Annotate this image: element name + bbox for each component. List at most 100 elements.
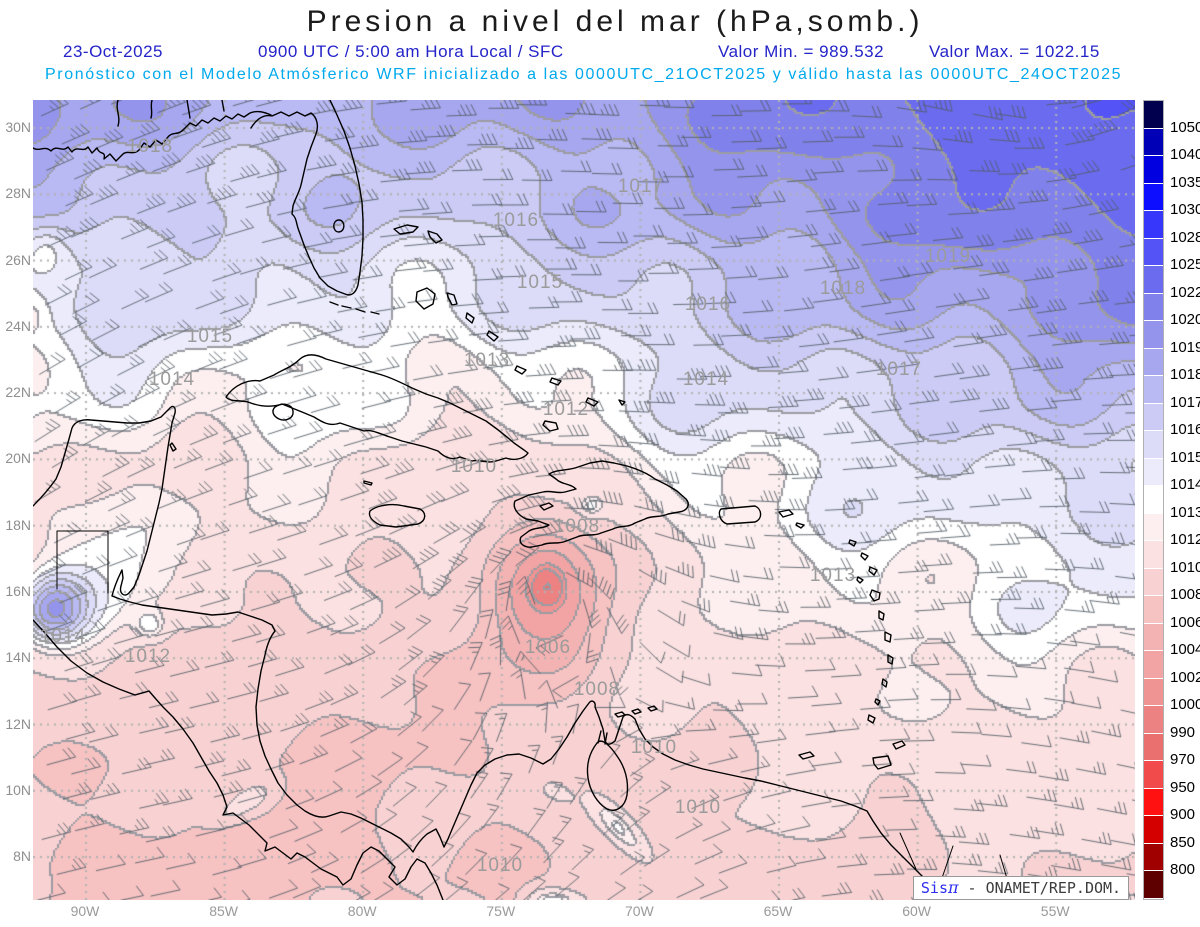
lat-axis-label: 18N [5, 516, 31, 533]
lat-axis-label: 8N [13, 848, 31, 865]
lon-axis-label: 65W [763, 903, 793, 919]
contour-label: 1014 [682, 369, 730, 390]
colorbar-label: 900 [1170, 806, 1196, 823]
contour-label: 1008 [573, 679, 621, 700]
colorbar-label: 1050 [1170, 118, 1200, 136]
contour-label: 1017 [617, 176, 665, 197]
colorbar-label: 1016 [1170, 421, 1200, 438]
contour-label: 1010 [476, 855, 524, 876]
colorbar-cell [1144, 761, 1163, 789]
colorbar-cell [1144, 321, 1163, 349]
credit-rest: - ONAMET/REP.DOM. [958, 879, 1122, 897]
contour-label: 1012 [542, 399, 590, 420]
lat-axis-label: 28N [5, 185, 31, 202]
colorbar-label: 1025 [1170, 256, 1200, 273]
colorbar-label: 1040 [1170, 146, 1200, 163]
lon-axis-label: 75W [486, 903, 516, 919]
lon-axis-label: 85W [209, 903, 238, 919]
contour-label: 1017 [875, 359, 923, 380]
colorbar-cell [1144, 431, 1163, 459]
colorbar-cell [1144, 788, 1163, 816]
lon-axis-label: 70W [624, 903, 654, 919]
colorbar-cell [1144, 568, 1163, 596]
contour-label: 1019 [924, 246, 972, 267]
colorbar-label: 1010 [1170, 558, 1200, 576]
header-time: 0900 UTC / 5:00 am Hora Local / SFC [258, 42, 564, 61]
colorbar-label: 970 [1170, 751, 1196, 768]
contour-label: 1012 [124, 646, 172, 667]
colorbar-label: 1004 [1170, 641, 1200, 658]
colorbar-cell [1144, 706, 1163, 734]
credit-sis: Sis [920, 879, 948, 897]
colorbar-cell [1144, 376, 1163, 404]
colorbar-cell [1144, 458, 1163, 486]
contour-label: 1018 [126, 136, 174, 157]
page-title: Presion a nivel del mar (hPa,somb.) [306, 5, 924, 38]
contour-label: 1010 [674, 797, 722, 818]
lon-axis-label: 80W [347, 903, 377, 919]
colorbar-label: 950 [1170, 778, 1196, 796]
colorbar-cell [1144, 513, 1163, 541]
contour-label: 1014 [39, 626, 87, 647]
lon-axis-label: 55W [1040, 903, 1070, 919]
colorbar-cell [1144, 293, 1163, 321]
colorbar-cell [1144, 403, 1163, 431]
colorbar-label: 1008 [1170, 586, 1200, 603]
colorbar-cell [1144, 733, 1163, 761]
colorbar-label: 1019 [1170, 338, 1200, 356]
colorbar-cell [1144, 266, 1163, 294]
colorbar-cell [1144, 183, 1163, 211]
colorbar-label: 800 [1170, 861, 1196, 878]
lat-axis-label: 12N [5, 715, 31, 732]
lat-axis-label: 26N [5, 251, 31, 268]
lat-axis-label: 20N [5, 450, 31, 467]
colorbar-label: 1035 [1170, 173, 1200, 191]
colorbar-label: 1030 [1170, 201, 1200, 218]
colorbar-label: 1022 [1170, 283, 1200, 301]
header-valor-min: Valor Min. = 989.532 [718, 42, 885, 61]
lat-axis-label: 30N [5, 119, 31, 135]
credit-pi: π [948, 878, 959, 897]
colorbar-label: 1002 [1170, 668, 1200, 686]
contour-label: 1013 [463, 350, 511, 371]
colorbar-cell [1144, 871, 1163, 899]
lat-axis-label: 14N [5, 649, 31, 666]
colorbar-cell [1144, 816, 1163, 844]
colorbar-cell [1144, 348, 1163, 376]
colorbar-label: 1028 [1170, 228, 1200, 246]
colorbar-label: 1013 [1170, 503, 1200, 521]
colorbar-cell [1144, 238, 1163, 266]
contour-label: 1015 [186, 326, 234, 347]
pressure-field-canvas [33, 100, 1135, 900]
colorbar-label: 1020 [1170, 311, 1200, 328]
lon-axis-label: 90W [70, 903, 100, 919]
colorbar-label: 1014 [1170, 476, 1200, 493]
contour-label: 1016 [684, 294, 732, 315]
colorbar-cell [1144, 843, 1163, 871]
colorbar-cell [1144, 623, 1163, 651]
colorbar-cell [1144, 651, 1163, 679]
contour-label: 1006 [524, 637, 572, 658]
colorbar-label: 1006 [1170, 613, 1200, 631]
colorbar-label: 1012 [1170, 531, 1200, 548]
colorbar-cell [1144, 678, 1163, 706]
credit-box: Sisπ - ONAMET/REP.DOM. [913, 876, 1129, 900]
lon-axis-label: 60W [902, 903, 931, 919]
colorbar-label: 990 [1170, 723, 1196, 741]
colorbar-cell [1144, 156, 1163, 184]
colorbar-cell [1144, 211, 1163, 239]
header-forecast-line: Pronóstico con el Modelo Atmósferico WRF… [45, 66, 1123, 83]
contour-label: 1010 [450, 456, 498, 477]
contour-label: 1008 [553, 516, 601, 537]
colorbar-cell [1144, 596, 1163, 624]
header-date: 23-Oct-2025 [63, 42, 163, 61]
colorbar-label: 1000 [1170, 696, 1200, 713]
header-valor-max: Valor Max. = 1022.15 [929, 42, 1100, 61]
colorbar-label: 1018 [1170, 366, 1200, 383]
lat-axis-label: 22N [5, 384, 31, 401]
lat-axis-label: 24N [5, 317, 31, 334]
contour-label: 1018 [819, 278, 867, 299]
colorbar-label: 850 [1170, 833, 1196, 851]
colorbar-cell [1144, 128, 1163, 156]
lat-axis-label: 10N [5, 781, 31, 798]
